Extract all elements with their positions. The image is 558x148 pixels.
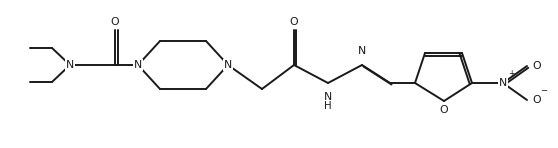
Text: O: O (532, 95, 541, 105)
Text: +: + (508, 69, 514, 78)
Text: N: N (324, 92, 332, 102)
Text: O: O (290, 17, 299, 27)
Text: N: N (134, 60, 142, 70)
Text: N: N (358, 46, 366, 56)
Text: O: O (440, 105, 448, 115)
Text: O: O (110, 17, 119, 27)
Text: N: N (499, 78, 507, 88)
Text: N: N (66, 60, 74, 70)
Text: H: H (324, 101, 332, 111)
Text: N: N (224, 60, 232, 70)
Text: O: O (532, 61, 541, 71)
Text: −: − (540, 86, 547, 95)
